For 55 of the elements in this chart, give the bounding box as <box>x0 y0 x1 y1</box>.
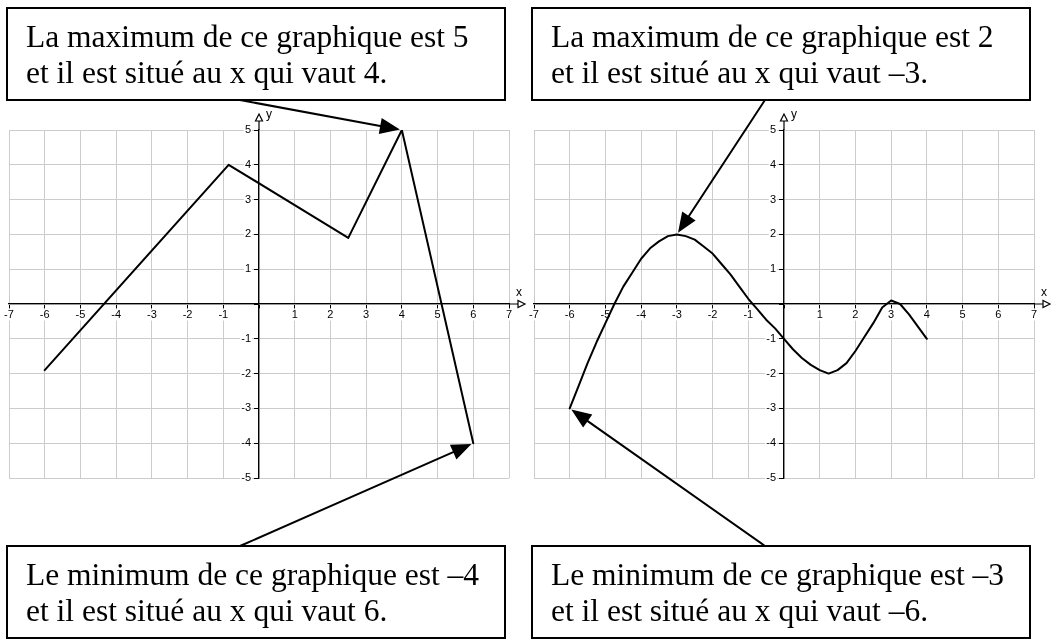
callout-box: La maximum de ce graphique est 5 et il est situé au x qui vaut 4. <box>6 7 506 101</box>
y-tick-label: 2 <box>244 227 251 240</box>
y-tick-label: -2 <box>766 366 776 379</box>
x-tick-label: 4 <box>398 308 405 321</box>
x-tick-label: 5 <box>434 308 441 321</box>
x-tick-label: -5 <box>75 308 86 321</box>
x-tick-label: 2 <box>327 308 334 321</box>
x-tick-label: 2 <box>852 308 859 321</box>
x-axis-title: x <box>516 285 522 300</box>
y-tick-label: 4 <box>244 157 251 170</box>
callout-box: La maximum de ce graphique est 2 et il est situé au x qui vaut –3. <box>531 7 1031 101</box>
x-tick-label: -4 <box>636 308 647 321</box>
y-axis-title: y <box>266 107 272 122</box>
y-tick-label: 2 <box>769 227 776 240</box>
x-tick-label: 6 <box>470 308 477 321</box>
x-tick-label: -3 <box>671 308 682 321</box>
y-tick-label: -4 <box>241 436 251 449</box>
x-tick-label: 7 <box>505 308 513 321</box>
y-tick-label: -1 <box>766 331 776 344</box>
y-tick-label: 5 <box>244 123 251 136</box>
x-tick-label: -6 <box>564 308 575 321</box>
y-tick-label: 3 <box>769 192 776 205</box>
y-tick-label: -3 <box>241 401 251 414</box>
y-tick-label: 5 <box>769 123 776 136</box>
x-tick-label: -7 <box>529 308 539 321</box>
x-tick-label: -6 <box>39 308 50 321</box>
y-tick-label: -2 <box>241 366 251 379</box>
x-tick-label: 7 <box>1030 308 1038 321</box>
x-tick-label: 4 <box>923 308 930 321</box>
y-tick-label: 1 <box>769 262 776 275</box>
y-axis-title: y <box>791 107 797 122</box>
x-tick-label: 1 <box>816 308 823 321</box>
x-tick-label: -1 <box>743 308 754 321</box>
y-tick-label: 3 <box>244 192 251 205</box>
x-tick-label: 3 <box>888 308 895 321</box>
x-tick-label: 1 <box>291 308 298 321</box>
x-tick-label: -4 <box>111 308 122 321</box>
x-tick-label: -7 <box>4 308 14 321</box>
x-tick-label: 6 <box>995 308 1002 321</box>
y-tick-label: 1 <box>244 262 251 275</box>
x-tick-label: -2 <box>182 308 193 321</box>
x-tick-label: -3 <box>146 308 157 321</box>
y-tick-label: -1 <box>241 331 251 344</box>
y-tick-label: -5 <box>241 471 251 484</box>
y-tick-label: -4 <box>766 436 776 449</box>
callout-box: Le minimum de ce graphique est –3 et il est situé au x qui vaut –6. <box>531 545 1031 639</box>
y-tick-label: -5 <box>766 471 776 484</box>
x-tick-label: -2 <box>707 308 718 321</box>
x-tick-label: 5 <box>959 308 966 321</box>
x-tick-label: -1 <box>218 308 229 321</box>
x-axis-title: x <box>1041 285 1047 300</box>
y-tick-label: 4 <box>769 157 776 170</box>
x-tick-label: 3 <box>363 308 370 321</box>
callout-box: Le minimum de ce graphique est –4 et il est situé au x qui vaut 6. <box>6 545 506 639</box>
y-tick-label: -3 <box>766 401 776 414</box>
